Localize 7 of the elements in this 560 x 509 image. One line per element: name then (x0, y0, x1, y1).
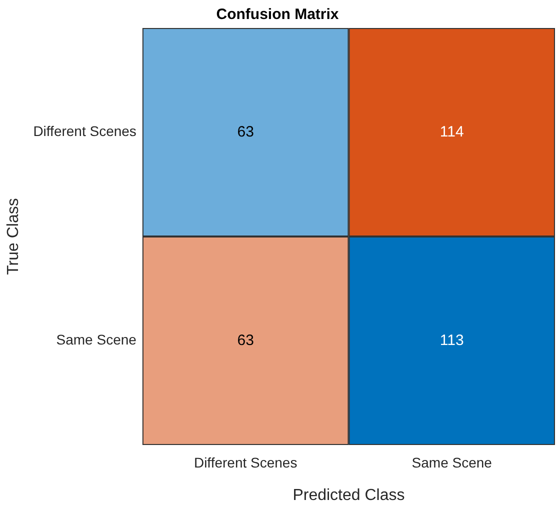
data-label: 114 (440, 123, 464, 140)
data-label: 113 (440, 332, 464, 349)
chart-title: Confusion Matrix (216, 6, 340, 24)
data-label: 63 (237, 332, 254, 349)
y-axis-title: True Class (5, 198, 22, 275)
data-label: 63 (237, 123, 254, 140)
x-axis-title: Predicted Class (292, 486, 405, 504)
